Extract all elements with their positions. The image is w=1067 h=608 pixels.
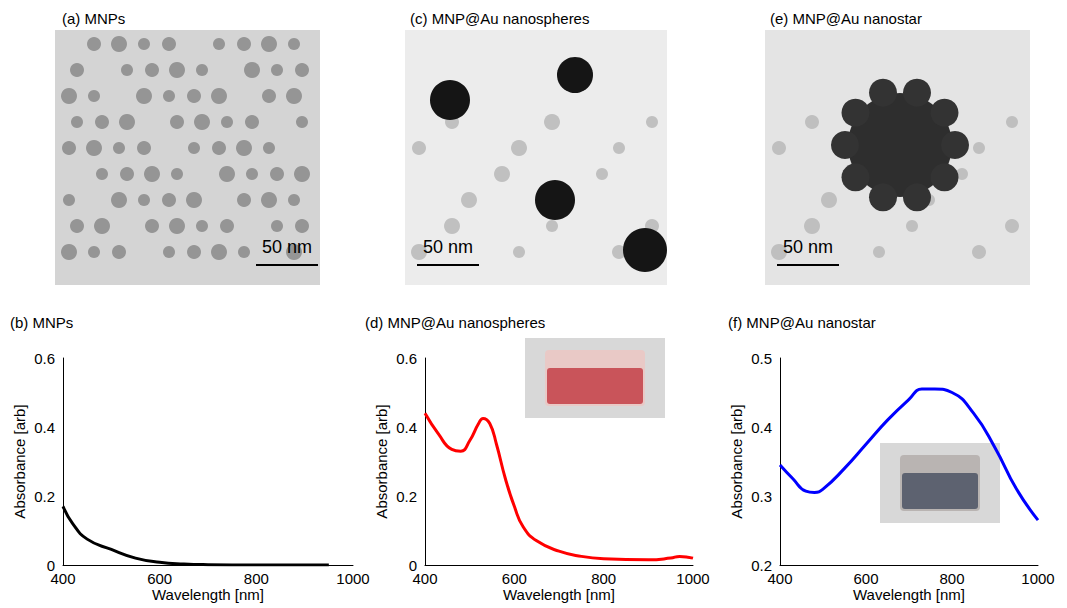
svg-text:0.3: 0.3 [751,488,772,505]
svg-text:0.2: 0.2 [396,488,417,505]
svg-text:Absorbance [arb]: Absorbance [arb] [373,404,390,518]
svg-text:0: 0 [408,556,417,574]
svg-text:1000: 1000 [336,570,369,587]
svg-text:50 nm: 50 nm [423,237,473,257]
svg-text:800: 800 [244,570,269,587]
svg-text:600: 600 [502,570,527,587]
svg-text:(d) MNP@Au nanospheres: (d) MNP@Au nanospheres [365,314,545,331]
svg-text:1000: 1000 [676,570,709,587]
svg-text:400: 400 [767,570,792,587]
svg-text:800: 800 [591,570,616,587]
svg-text:0.4: 0.4 [396,419,417,436]
svg-text:(e) MNP@Au nanostar: (e) MNP@Au nanostar [770,10,922,27]
svg-text:Wavelength [nm]: Wavelength [nm] [152,586,264,603]
svg-text:(b) MNPs: (b) MNPs [10,314,73,331]
svg-text:0.4: 0.4 [751,419,772,436]
svg-text:0.2: 0.2 [751,556,772,574]
svg-text:1000: 1000 [1021,570,1054,587]
svg-text:600: 600 [853,570,878,587]
svg-text:0.4: 0.4 [34,419,55,436]
svg-text:400: 400 [50,570,75,587]
svg-text:0.2: 0.2 [34,488,55,505]
svg-text:Wavelength [nm]: Wavelength [nm] [503,586,615,603]
svg-text:(c) MNP@Au nanospheres: (c) MNP@Au nanospheres [410,10,589,27]
svg-text:(f) MNP@Au nanostar: (f) MNP@Au nanostar [728,314,876,331]
svg-text:(a) MNPs: (a) MNPs [62,10,125,27]
svg-text:0.6: 0.6 [396,350,417,367]
svg-text:Absorbance [arb]: Absorbance [arb] [11,404,28,518]
svg-text:400: 400 [412,570,437,587]
svg-text:Absorbance [arb]: Absorbance [arb] [728,404,745,518]
svg-text:50 nm: 50 nm [262,237,312,257]
svg-text:800: 800 [939,570,964,587]
svg-text:0.6: 0.6 [34,350,55,367]
svg-text:50 nm: 50 nm [783,237,833,257]
svg-text:0: 0 [46,556,55,574]
svg-text:0.5: 0.5 [751,350,772,367]
svg-text:Wavelength [nm]: Wavelength [nm] [853,586,965,603]
svg-text:600: 600 [147,570,172,587]
